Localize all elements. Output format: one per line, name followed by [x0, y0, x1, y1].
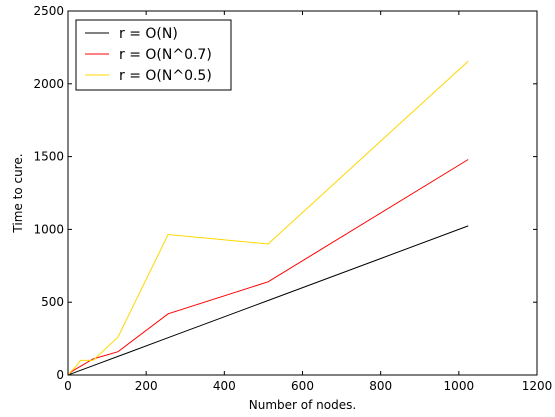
x-tick-label-4: 800 — [369, 379, 392, 393]
legend: r = O(N) r = O(N^0.7) r = O(N^0.5) — [75, 19, 232, 91]
legend-box — [75, 19, 232, 91]
x-axis-ticks: 0 200 400 600 800 1000 1200 — [64, 11, 552, 393]
series-line-2 — [68, 60, 469, 375]
legend-label-2: r = O(N^0.5) — [119, 68, 212, 84]
x-tick-label-2: 400 — [213, 379, 236, 393]
x-tick-label-3: 600 — [291, 379, 314, 393]
y-axis-label: Time to cure. — [11, 153, 25, 233]
x-tick-label-6: 1200 — [522, 379, 553, 393]
x-axis-label: Number of nodes. — [249, 398, 356, 412]
y-tick-label-0: 0 — [56, 368, 64, 382]
y-tick-label-4: 2000 — [33, 77, 64, 91]
legend-label-0: r = O(N) — [119, 26, 178, 42]
x-tick-label-1: 200 — [135, 379, 158, 393]
y-tick-label-3: 1500 — [33, 150, 64, 164]
plot-area — [68, 60, 469, 376]
y-tick-label-1: 500 — [41, 295, 64, 309]
legend-label-1: r = O(N^0.7) — [119, 47, 212, 63]
y-axis-ticks: 0 500 1000 1500 2000 2500 — [33, 4, 537, 382]
x-tick-label-5: 1000 — [444, 379, 475, 393]
series-line-0 — [68, 225, 469, 376]
y-tick-label-2: 1000 — [33, 222, 64, 236]
series-line-1 — [68, 159, 469, 375]
x-tick-label-0: 0 — [64, 379, 72, 393]
y-tick-label-5: 2500 — [33, 4, 64, 18]
